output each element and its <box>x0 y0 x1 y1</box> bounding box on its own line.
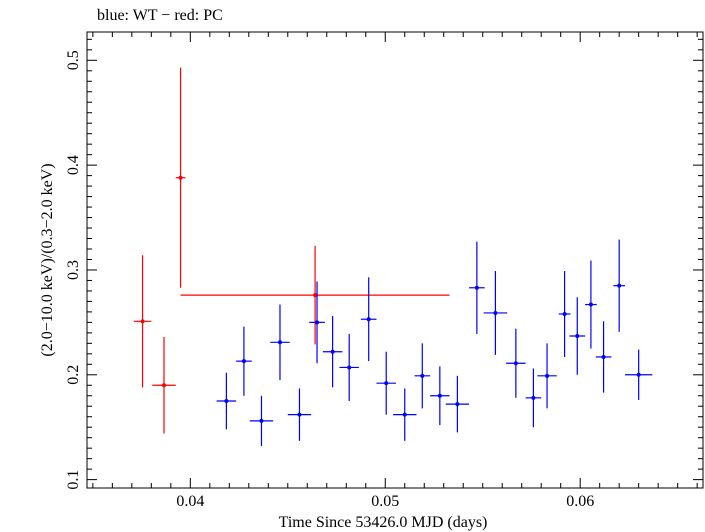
data-point <box>181 246 450 345</box>
data-point <box>613 240 625 332</box>
series-1 <box>217 240 653 447</box>
point-marker <box>589 303 593 307</box>
data-point <box>446 376 469 433</box>
data-point <box>430 366 449 425</box>
x-tick-label: 0.06 <box>566 493 594 510</box>
data-point <box>469 242 485 334</box>
point-marker <box>403 413 407 417</box>
chart-title: blue: WT − red: PC <box>97 7 223 24</box>
point-marker <box>141 319 145 323</box>
y-axis-label: (2.0−10.0 keV)/(0.3−2.0 keV) <box>39 163 56 356</box>
point-marker <box>278 340 282 344</box>
point-marker <box>438 394 442 398</box>
data-point <box>506 329 525 398</box>
point-marker <box>545 374 549 378</box>
data-point <box>217 373 236 430</box>
point-marker <box>493 311 497 315</box>
data-point <box>559 271 571 357</box>
x-tick-label: 0.04 <box>176 493 204 510</box>
data-point <box>596 321 612 392</box>
data-point <box>537 343 556 408</box>
data-point <box>250 396 273 446</box>
data-point <box>270 305 289 380</box>
point-marker <box>514 361 518 365</box>
point-marker <box>179 176 183 180</box>
data-point <box>625 350 652 400</box>
data-point <box>414 343 430 408</box>
x-axis-label: Time Since 53426.0 MJD (days) <box>279 514 488 531</box>
point-marker <box>531 396 535 400</box>
data-point <box>393 388 416 440</box>
point-marker <box>384 381 388 385</box>
point-marker <box>617 284 621 288</box>
point-marker <box>242 359 246 363</box>
data-point <box>176 68 186 288</box>
data-point <box>526 368 542 427</box>
point-marker <box>315 320 319 324</box>
x-tick-label: 0.05 <box>371 493 399 510</box>
series-0 <box>134 68 450 434</box>
point-marker <box>602 355 606 359</box>
point-marker <box>420 374 424 378</box>
point-marker <box>162 383 166 387</box>
point-marker <box>563 312 567 316</box>
point-marker <box>575 334 579 338</box>
data-point <box>236 327 252 396</box>
data-point <box>323 316 342 387</box>
point-marker <box>297 413 301 417</box>
data-point <box>585 261 597 349</box>
data-point <box>339 334 358 401</box>
tick-labels: 0.04 0.05 0.06 0.1 0.2 0.3 0.4 0.5 <box>65 50 594 510</box>
data-point <box>484 271 507 355</box>
data-point <box>152 337 175 433</box>
data-point <box>288 388 311 440</box>
data-series <box>134 68 653 446</box>
point-marker <box>455 402 459 406</box>
data-point <box>309 281 325 363</box>
plot-frame <box>87 32 703 488</box>
point-marker <box>475 286 479 290</box>
data-point <box>376 352 395 415</box>
data-point <box>361 277 377 361</box>
point-marker <box>224 399 228 403</box>
data-point <box>134 255 152 387</box>
y-tick-label: 0.2 <box>65 365 82 385</box>
point-marker <box>347 365 351 369</box>
point-marker <box>259 419 263 423</box>
y-tick-label: 0.4 <box>65 155 82 175</box>
point-marker <box>367 317 371 321</box>
data-point <box>569 297 585 375</box>
axis-ticks <box>87 32 703 488</box>
point-marker <box>331 350 335 354</box>
y-tick-label: 0.5 <box>65 50 82 70</box>
y-tick-label: 0.1 <box>65 470 82 490</box>
y-tick-label: 0.3 <box>65 260 82 280</box>
point-marker <box>637 373 641 377</box>
